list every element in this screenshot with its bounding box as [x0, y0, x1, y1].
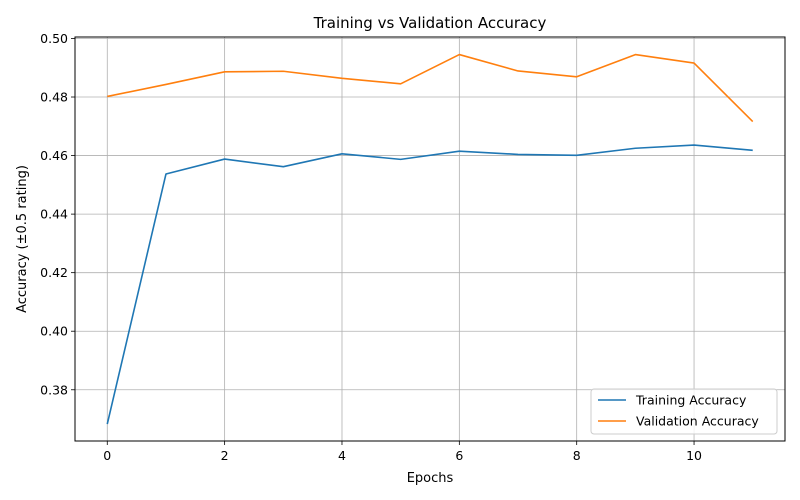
legend-label-validation: Validation Accuracy: [636, 414, 759, 429]
x-tick-label: 4: [338, 448, 346, 463]
y-tick-label: 0.50: [40, 31, 68, 46]
y-tick-label: 0.40: [40, 324, 68, 339]
legend: Training Accuracy Validation Accuracy: [590, 388, 778, 435]
legend-label-training: Training Accuracy: [635, 393, 747, 408]
x-tick-label: 10: [686, 448, 702, 463]
training-accuracy-line: [106, 144, 753, 425]
x-tick-label: 6: [455, 448, 463, 463]
y-tick-label: 0.42: [40, 265, 68, 280]
x-tick-label: 0: [103, 448, 111, 463]
x-axis-title: Epochs: [407, 471, 454, 486]
series-lines: [106, 53, 754, 425]
validation-accuracy-line: [107, 53, 754, 123]
x-tick-label: 2: [221, 448, 229, 463]
legend-box: [590, 388, 778, 435]
y-tick-label: 0.38: [40, 382, 68, 397]
y-tick-label: 0.48: [40, 90, 68, 105]
axis-ticks: 0 2 4 6 8 10 0.38 0.40 0.42 0.44 0.46 0.48 0.50: [40, 31, 702, 463]
y-axis-title: Accuracy (±0.5 rating): [15, 165, 30, 313]
chart-title: Training vs Validation Accuracy: [313, 14, 547, 32]
y-tick-label: 0.46: [40, 148, 68, 163]
plot-area-frame: [74, 36, 786, 442]
y-tick-label: 0.44: [40, 207, 68, 222]
x-tick-label: 8: [573, 448, 581, 463]
